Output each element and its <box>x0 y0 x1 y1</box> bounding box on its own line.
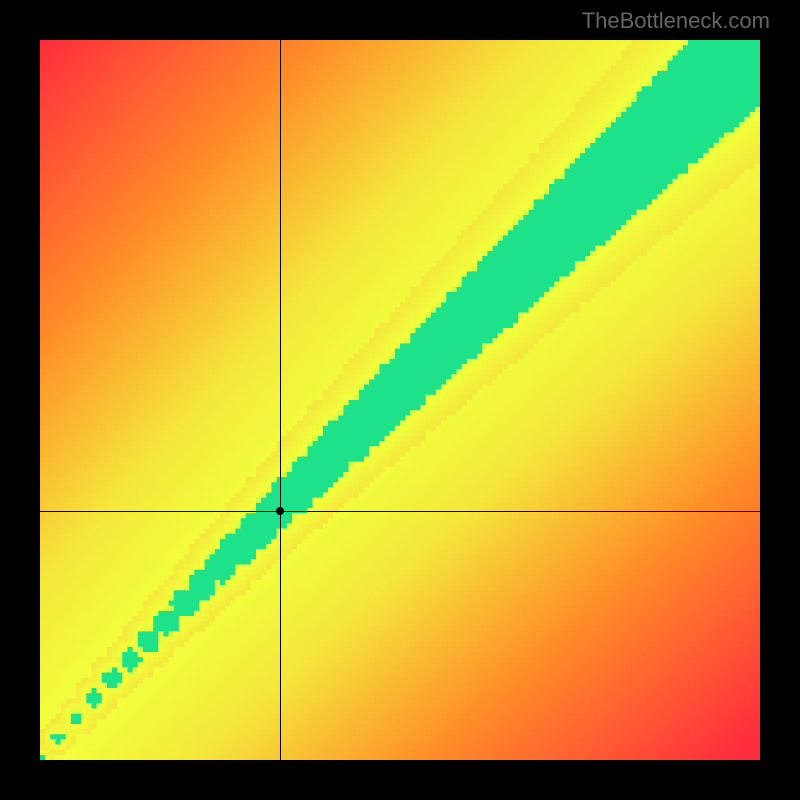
plot-area <box>40 40 760 760</box>
crosshair-vertical <box>280 40 281 760</box>
watermark-text: TheBottleneck.com <box>582 8 770 34</box>
heatmap-canvas <box>40 40 760 760</box>
crosshair-horizontal <box>40 511 760 512</box>
chart-container: TheBottleneck.com <box>0 0 800 800</box>
data-point-marker <box>276 507 284 515</box>
